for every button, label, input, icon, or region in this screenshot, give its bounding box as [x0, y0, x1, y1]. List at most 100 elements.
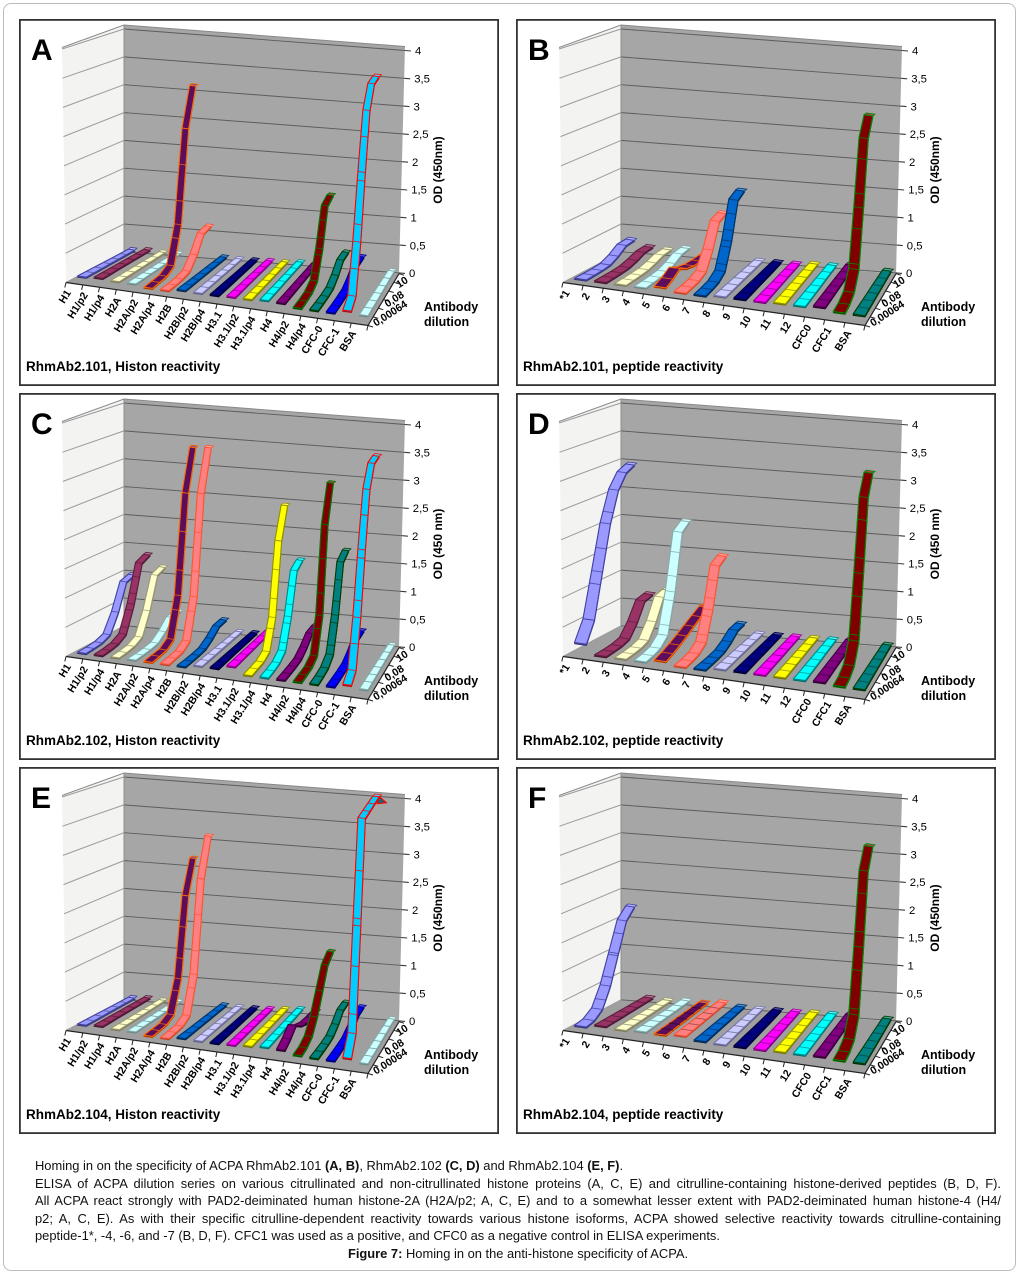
svg-text:dilution: dilution	[921, 1063, 966, 1077]
svg-text:OD (450nm): OD (450nm)	[431, 136, 445, 203]
svg-text:OD (450 nm): OD (450 nm)	[431, 509, 445, 580]
svg-text:5: 5	[640, 299, 653, 310]
svg-text:2,5: 2,5	[413, 129, 429, 141]
svg-text:Antibody: Antibody	[921, 674, 975, 688]
svg-text:10: 10	[737, 314, 753, 330]
svg-text:3,5: 3,5	[414, 822, 430, 834]
svg-text:5: 5	[640, 1047, 653, 1058]
svg-text:7: 7	[680, 305, 693, 316]
svg-text:3: 3	[414, 475, 420, 487]
svg-text:1: 1	[908, 587, 914, 599]
svg-text:dilution: dilution	[424, 689, 469, 703]
svg-text:A: A	[31, 34, 53, 67]
svg-text:10: 10	[891, 1022, 908, 1039]
svg-text:4: 4	[415, 420, 421, 432]
svg-text:dilution: dilution	[424, 315, 469, 329]
svg-text:2: 2	[909, 905, 915, 917]
svg-text:RhmAb2.101, Histon reactivity: RhmAb2.101, Histon reactivity	[26, 359, 221, 374]
svg-text:8: 8	[700, 682, 713, 693]
svg-text:7: 7	[680, 1053, 693, 1064]
svg-text:1: 1	[411, 213, 417, 225]
svg-text:3: 3	[911, 849, 917, 861]
svg-text:1,5: 1,5	[411, 185, 427, 197]
svg-text:0: 0	[906, 642, 912, 654]
svg-text:4: 4	[415, 46, 421, 58]
svg-text:F: F	[528, 782, 546, 815]
svg-text:6: 6	[660, 302, 673, 313]
svg-text:2,5: 2,5	[910, 503, 926, 515]
svg-text:10: 10	[891, 274, 908, 291]
svg-text:RhmAb2.102, Histon reactivity: RhmAb2.102, Histon reactivity	[26, 733, 221, 748]
svg-text:1,5: 1,5	[411, 559, 427, 571]
svg-text:3: 3	[911, 475, 917, 487]
svg-text:9: 9	[720, 1059, 733, 1070]
svg-text:3: 3	[414, 101, 420, 113]
svg-text:2,5: 2,5	[910, 877, 926, 889]
svg-text:OD (450nm): OD (450nm)	[928, 136, 942, 203]
svg-text:3: 3	[911, 101, 917, 113]
svg-text:0,5: 0,5	[410, 240, 426, 252]
svg-text:4: 4	[620, 297, 633, 308]
svg-text:3,5: 3,5	[911, 74, 927, 86]
svg-text:0,5: 0,5	[410, 988, 426, 1000]
svg-text:OD (450 nm): OD (450 nm)	[928, 509, 942, 580]
svg-text:10: 10	[394, 648, 411, 665]
svg-text:RhmAb2.102, peptide reactivity: RhmAb2.102, peptide reactivity	[523, 733, 724, 748]
svg-text:2,5: 2,5	[413, 877, 429, 889]
svg-text:2,5: 2,5	[910, 129, 926, 141]
svg-text:10: 10	[394, 1022, 411, 1039]
svg-text:3: 3	[414, 849, 420, 861]
svg-text:2: 2	[412, 905, 418, 917]
svg-text:2,5: 2,5	[413, 503, 429, 515]
svg-text:0,5: 0,5	[410, 614, 426, 626]
svg-text:10: 10	[737, 1062, 753, 1078]
svg-text:1: 1	[908, 961, 914, 973]
svg-text:OD (450nm): OD (450nm)	[431, 884, 445, 951]
svg-text:4: 4	[415, 794, 421, 806]
svg-text:4: 4	[912, 46, 918, 58]
svg-text:dilution: dilution	[921, 315, 966, 329]
svg-text:0,5: 0,5	[907, 240, 923, 252]
svg-text:C: C	[31, 408, 53, 441]
svg-text:1: 1	[411, 587, 417, 599]
svg-text:3: 3	[600, 668, 613, 679]
svg-text:D: D	[528, 408, 550, 441]
svg-text:Antibody: Antibody	[424, 1048, 478, 1062]
svg-text:2: 2	[579, 1039, 592, 1050]
svg-text:4: 4	[912, 420, 918, 432]
svg-text:2: 2	[579, 665, 592, 676]
svg-text:3: 3	[600, 294, 613, 305]
svg-text:2: 2	[909, 157, 915, 169]
svg-text:2: 2	[412, 531, 418, 543]
svg-text:12: 12	[778, 694, 794, 710]
svg-text:RhmAb2.101, peptide reactivity: RhmAb2.101, peptide reactivity	[523, 359, 724, 374]
svg-text:2: 2	[412, 157, 418, 169]
svg-text:Antibody: Antibody	[921, 1048, 975, 1062]
svg-text:9: 9	[720, 685, 733, 696]
svg-text:2: 2	[579, 291, 592, 302]
svg-text:RhmAb2.104, Histon reactivity: RhmAb2.104, Histon reactivity	[26, 1107, 221, 1122]
svg-text:0: 0	[409, 1016, 415, 1028]
svg-text:OD (450nm): OD (450nm)	[928, 884, 942, 951]
svg-text:2: 2	[909, 531, 915, 543]
svg-text:3,5: 3,5	[911, 448, 927, 460]
svg-text:12: 12	[778, 320, 794, 336]
svg-text:4: 4	[912, 794, 918, 806]
svg-text:10: 10	[891, 648, 908, 665]
svg-text:1,5: 1,5	[908, 185, 924, 197]
svg-text:3,5: 3,5	[414, 74, 430, 86]
svg-text:0: 0	[409, 642, 415, 654]
svg-text:0: 0	[409, 268, 415, 280]
svg-text:Antibody: Antibody	[424, 300, 478, 314]
svg-text:B: B	[528, 34, 550, 67]
svg-text:4: 4	[620, 671, 633, 682]
svg-text:RhmAb2.104, peptide reactivity: RhmAb2.104, peptide reactivity	[523, 1107, 724, 1122]
svg-text:0,5: 0,5	[907, 988, 923, 1000]
svg-text:6: 6	[660, 676, 673, 687]
svg-text:0: 0	[906, 1016, 912, 1028]
svg-text:dilution: dilution	[424, 1063, 469, 1077]
svg-text:3,5: 3,5	[414, 448, 430, 460]
svg-text:8: 8	[700, 1056, 713, 1067]
svg-text:E: E	[31, 782, 51, 815]
svg-text:3: 3	[600, 1042, 613, 1053]
